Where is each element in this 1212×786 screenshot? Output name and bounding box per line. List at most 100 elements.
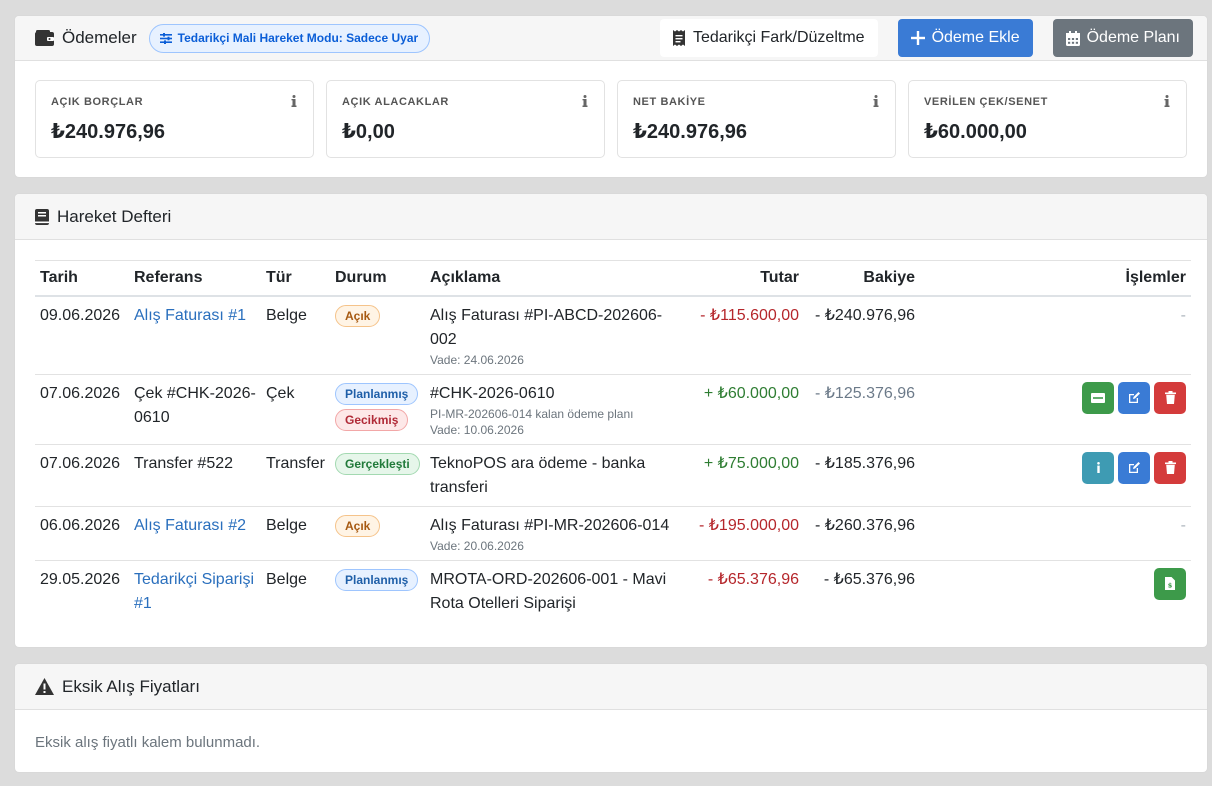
ledger-header: Hareket Defteri	[15, 194, 1207, 240]
receipt-icon	[672, 30, 685, 46]
pay-check-button[interactable]	[1082, 381, 1114, 414]
stat-label: NET BAKİYE	[633, 96, 706, 108]
info-icon[interactable]	[873, 95, 879, 107]
wallet-icon	[35, 30, 54, 46]
payment-plan-label: Ödeme Planı	[1086, 29, 1180, 46]
missing-prices-title: Eksik Alış Fiyatları	[35, 677, 200, 697]
stat-value: ₺60.000,00	[924, 121, 1027, 143]
calendar-icon	[1065, 30, 1080, 46]
plus-icon	[910, 31, 925, 45]
cell-description: Alış Faturası #PI-MR-202606-014	[430, 516, 670, 534]
ledger-title: Hareket Defteri	[35, 207, 171, 227]
cell-type: Belge	[266, 570, 307, 588]
stat-value: ₺240.976,96	[51, 121, 166, 143]
cell-date: 09.06.2026	[35, 295, 129, 375]
table-row: 06.06.2026 Alış Faturası #2 Belge Açık A…	[35, 506, 1191, 561]
cell-amount: - ₺65.376,96	[707, 570, 799, 588]
supplier-diff-label: Tedarikçi Fark/Düzeltme	[692, 29, 865, 46]
cell-type: Transfer	[261, 444, 330, 507]
edit-icon	[1128, 392, 1140, 403]
status-badge: Gerçekleşti	[335, 452, 420, 475]
col-balance[interactable]: Bakiye	[804, 260, 920, 297]
cell-balance: - ₺65.376,96	[823, 570, 915, 588]
stats-row: AÇIK BORÇLAR ₺240.976,96 AÇIK ALACAKLAR …	[15, 61, 1207, 158]
col-date[interactable]: Tarih	[35, 260, 129, 297]
create-invoice-button[interactable]: $	[1154, 567, 1186, 600]
cell-balance: - ₺125.376,96	[804, 374, 920, 445]
stat-label: AÇIK ALACAKLAR	[342, 96, 449, 108]
trash-icon	[1164, 391, 1176, 404]
cell-amount: - ₺195.000,00	[687, 506, 804, 561]
mode-badge-text: Tedarikçi Mali Hareket Modu: Sadece Uyar	[177, 31, 419, 45]
reference-link[interactable]: Alış Faturası #1	[134, 306, 247, 324]
file-invoice-icon: $	[1165, 577, 1175, 590]
cell-type: Belge	[261, 295, 330, 375]
mode-badge: Tedarikçi Mali Hareket Modu: Sadece Uyar	[148, 23, 431, 53]
payments-title-text: Ödemeler	[62, 28, 137, 47]
delete-button[interactable]	[1154, 451, 1186, 484]
cell-reference: Transfer #522	[129, 444, 261, 507]
ledger-table: Tarih Referans Tür Durum Açıklama Tutar …	[35, 260, 1191, 622]
add-payment-button[interactable]: Ödeme Ekle	[897, 19, 1033, 57]
stat-net-balance: NET BAKİYE ₺240.976,96	[617, 80, 896, 158]
warning-icon	[35, 678, 54, 695]
col-description[interactable]: Açıklama	[425, 260, 687, 297]
info-icon[interactable]	[582, 95, 588, 107]
stat-label: VERİLEN ÇEK/SENET	[924, 96, 1048, 108]
table-header-row: Tarih Referans Tür Durum Açıklama Tutar …	[35, 260, 1191, 297]
status-badge: Açık	[335, 304, 381, 327]
reference-link[interactable]: Alış Faturası #2	[134, 516, 247, 534]
table-row: 29.05.2026 Tedarikçi Siparişi #1 Belge P…	[35, 560, 1191, 622]
due-date: Vade: 10.06.2026	[430, 422, 524, 437]
cell-balance: - ₺185.376,96	[804, 444, 920, 507]
table-row: 09.06.2026 Alış Faturası #1 Belge Açık A…	[35, 295, 1191, 375]
col-amount[interactable]: Tutar	[687, 260, 804, 297]
edit-icon	[1128, 462, 1140, 473]
edit-button[interactable]	[1118, 381, 1150, 414]
payments-header: Ödemeler Tedarikçi Mali Hareket Modu: Sa…	[15, 16, 1207, 61]
cell-amount: - ₺115.600,00	[687, 295, 804, 375]
cell-type: Belge	[261, 506, 330, 561]
stat-open-debts: AÇIK BORÇLAR ₺240.976,96	[35, 80, 314, 158]
table-row: 07.06.2026 Transfer #522 Transfer Gerçek…	[35, 444, 1191, 507]
info-icon[interactable]	[291, 95, 297, 107]
trash-icon	[1164, 461, 1176, 474]
info-icon[interactable]	[1164, 95, 1170, 107]
no-actions: -	[920, 295, 1191, 375]
edit-button[interactable]	[1118, 451, 1150, 484]
sliders-icon	[159, 32, 172, 44]
stat-value: ₺240.976,96	[633, 121, 748, 143]
payments-card: Ödemeler Tedarikçi Mali Hareket Modu: Sa…	[14, 15, 1208, 178]
missing-prices-header: Eksik Alış Fiyatları	[15, 664, 1207, 710]
reference-link[interactable]: Tedarikçi Siparişi #1	[134, 570, 255, 612]
status-badge: Açık	[335, 514, 381, 537]
cell-date: 07.06.2026	[35, 374, 129, 445]
payments-title: Ödemeler	[35, 28, 137, 48]
table-row: 07.06.2026 Çek #CHK-2026-0610 Çek Planla…	[35, 374, 1191, 445]
money-bill-icon	[1091, 392, 1105, 403]
cell-description: Alış Faturası #PI-ABCD-202606-002	[430, 306, 663, 348]
status-badge: Planlanmış	[335, 568, 419, 591]
details-button[interactable]	[1082, 451, 1114, 484]
supplier-diff-button[interactable]: Tedarikçi Fark/Düzeltme	[659, 19, 878, 57]
stat-open-receivables: AÇIK ALACAKLAR ₺0,00	[326, 80, 605, 158]
cell-balance: - ₺260.376,96	[804, 506, 920, 561]
due-date: Vade: 20.06.2026	[430, 538, 524, 553]
col-reference[interactable]: Referans	[129, 260, 261, 297]
col-status[interactable]: Durum	[330, 260, 425, 297]
svg-text:$: $	[1168, 582, 1173, 590]
ledger-title-text: Hareket Defteri	[57, 206, 172, 226]
due-date: Vade: 24.06.2026	[430, 352, 524, 367]
col-actions: İşlemler	[920, 260, 1191, 297]
cell-date: 06.06.2026	[35, 506, 129, 561]
delete-button[interactable]	[1154, 381, 1186, 414]
plan-note: PI-MR-202606-014 kalan ödeme planı	[430, 406, 634, 421]
cell-reference: Çek #CHK-2026-0610	[129, 374, 261, 445]
payment-plan-button[interactable]: Ödeme Planı	[1052, 19, 1193, 57]
cell-date: 29.05.2026	[40, 570, 121, 588]
cell-type: Çek	[261, 374, 330, 445]
missing-prices-title-text: Eksik Alış Fiyatları	[62, 676, 200, 696]
ledger-card: Hareket Defteri Tarih Referans Tür Durum…	[14, 193, 1208, 648]
row-actions	[925, 451, 1186, 484]
col-type[interactable]: Tür	[261, 260, 330, 297]
